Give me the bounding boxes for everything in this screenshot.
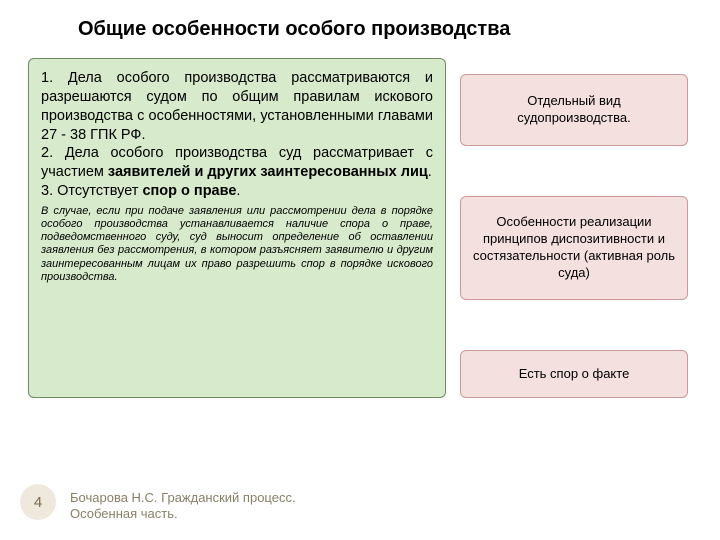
p2-text-c: . [428, 164, 432, 180]
note-text: В случае, если при подаче заявления или … [41, 205, 433, 284]
side-box-3: Есть спор о факте [460, 350, 688, 398]
paragraph-1: 1. Дела особого производства рассматрива… [41, 69, 433, 144]
paragraph-2: 2. Дела особого производства суд рассмат… [41, 144, 433, 182]
side-box-1-text: Отдельный вид судопроизводства. [471, 93, 677, 127]
p3-text-b: спор о праве [142, 183, 236, 199]
p3-num: 3. [41, 183, 57, 199]
main-content-box: 1. Дела особого производства рассматрива… [28, 58, 446, 398]
p1-num: 1. [41, 70, 68, 86]
p2-num: 2. [41, 145, 65, 161]
footer-line1: Бочарова Н.С. Гражданский процесс. [70, 490, 296, 505]
side-box-1: Отдельный вид судопроизводства. [460, 74, 688, 146]
page-title: Общие особенности особого производства [78, 18, 510, 41]
side-box-3-text: Есть спор о факте [519, 366, 630, 383]
p3-text-a: Отсутствует [57, 183, 142, 199]
page-number: 4 [34, 494, 42, 511]
footer-line2: Особенная часть. [70, 506, 178, 521]
p2-text-b: заявителей и других заинтересованных лиц [108, 164, 428, 180]
footer-credit: Бочарова Н.С. Гражданский процесс. Особе… [70, 490, 296, 521]
p1-text: Дела особого производства рассматриваютс… [41, 70, 433, 143]
paragraph-3: 3. Отсутствует спор о праве. [41, 182, 433, 201]
side-box-2-text: Особенности реализации принципов диспози… [471, 214, 677, 282]
side-box-2: Особенности реализации принципов диспози… [460, 196, 688, 300]
page-number-badge: 4 [20, 484, 56, 520]
p3-text-c: . [236, 183, 240, 199]
